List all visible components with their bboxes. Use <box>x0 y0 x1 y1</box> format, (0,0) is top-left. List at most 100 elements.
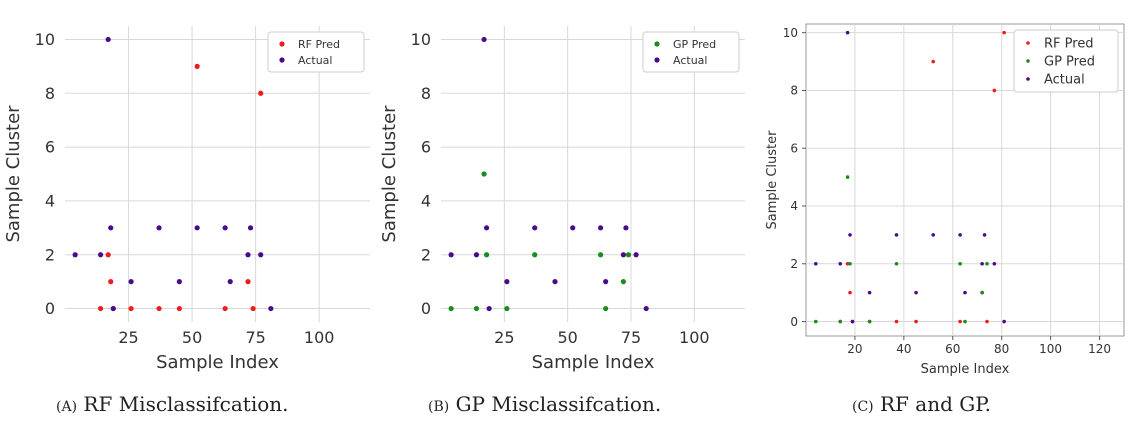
x-tick-label: 75 <box>245 328 265 347</box>
caption-c-text: RF and GP. <box>880 392 991 416</box>
legend-label: Actual <box>298 54 332 67</box>
actual-point <box>598 225 604 231</box>
rf-pred-point <box>156 305 162 312</box>
y-tick-label: 0 <box>421 299 431 318</box>
actual-point <box>97 252 104 258</box>
gp-pred-point <box>603 305 609 312</box>
y-tick-label: 6 <box>45 138 55 157</box>
actual-point <box>1002 319 1006 324</box>
actual-point <box>176 279 182 285</box>
caption-b: (B) GP Misclassifcation. <box>428 392 661 416</box>
x-tick-label: 100 <box>1039 342 1062 356</box>
actual-point <box>958 233 962 237</box>
gp-pred-point <box>845 175 850 179</box>
x-axis-label: Sample Index <box>921 362 1010 377</box>
legend-label: Actual <box>673 54 707 67</box>
y-tick-label: 2 <box>421 245 431 264</box>
y-tick-label: 4 <box>45 192 55 211</box>
gp-pred-point <box>848 261 852 266</box>
y-tick-label: 0 <box>45 299 55 318</box>
legend-box <box>1013 29 1119 93</box>
actual-point <box>623 225 629 231</box>
x-tick-label: 25 <box>494 328 514 347</box>
y-tick-label: 8 <box>421 84 431 103</box>
gp-pred-point <box>625 252 632 258</box>
actual-point <box>222 225 228 231</box>
x-tick-label: 60 <box>945 342 960 356</box>
rf-pred-point <box>985 319 989 324</box>
rf-pred-point <box>250 305 256 312</box>
gp-pred-point <box>985 261 989 266</box>
actual-point <box>570 225 576 231</box>
actual-point <box>245 252 251 258</box>
chart-1: 25 50 75 100 0 2 4 6 8 10 Sample Index Sample Clust… <box>3 26 370 373</box>
gp-pred-point <box>504 305 510 312</box>
rf-pred-point <box>176 305 182 312</box>
actual-point <box>963 290 967 295</box>
caption-a: (A) RF Misclassifcation. <box>56 392 289 416</box>
x-tick-label: 100 <box>679 328 710 347</box>
actual-point <box>850 319 855 324</box>
legend-label: RF Pred <box>298 38 340 51</box>
gp-pred-point <box>598 252 604 258</box>
actual-point <box>105 36 111 43</box>
rf-pred-point <box>894 319 899 324</box>
x-tick-label: 75 <box>621 328 641 347</box>
actual-point <box>268 305 274 312</box>
actual-point <box>258 252 264 258</box>
figure-canvas: 25 50 75 100 0 2 4 6 8 10 Sample Index Sample Clust… <box>3 23 1125 377</box>
actual-point <box>931 233 935 237</box>
gp-pred-point <box>867 319 872 324</box>
actual-point <box>603 279 609 285</box>
caption-a-tag: (A) <box>56 399 78 415</box>
actual-point <box>110 305 116 312</box>
y-tick-label: 2 <box>790 257 798 271</box>
legend-label: GP Pred <box>673 38 716 51</box>
actual-point <box>838 261 843 266</box>
rf-pred-point <box>108 279 114 285</box>
gp-pred-point <box>448 305 454 312</box>
legend-box <box>267 31 365 73</box>
caption-c-tag: (C) <box>852 399 874 415</box>
rf-pred-point <box>848 290 852 295</box>
x-tick-label: 50 <box>557 328 577 347</box>
legend-marker <box>654 41 660 47</box>
actual-point <box>980 261 984 266</box>
actual-point <box>848 233 852 237</box>
x-tick-label: 120 <box>1088 342 1111 356</box>
caption-b-text: GP Misclassifcation. <box>455 392 662 416</box>
actual-point <box>473 252 480 258</box>
actual-point <box>633 252 639 258</box>
x-tick-label: 50 <box>182 328 202 347</box>
actual-point <box>156 225 162 231</box>
actual-point <box>894 233 899 237</box>
gp-pred-point <box>894 261 899 266</box>
actual-point <box>484 225 490 231</box>
rf-pred-point <box>1002 30 1006 35</box>
actual-point <box>128 279 134 285</box>
legend-label: RF Pred <box>1044 37 1094 52</box>
caption-b-tag: (B) <box>428 399 450 415</box>
rf-pred-point <box>128 305 134 312</box>
legend-label: GP Pred <box>1044 55 1095 70</box>
y-tick-label: 6 <box>421 138 431 157</box>
y-tick-label: 4 <box>790 199 798 213</box>
y-tick-label: 8 <box>790 84 798 98</box>
gp-pred-point <box>980 290 984 295</box>
caption-a-text: RF Misclassifcation. <box>83 392 289 416</box>
legend-marker <box>1026 59 1030 63</box>
actual-point <box>982 233 987 237</box>
chart-3: 20 40 60 80 100 120 0 2 4 6 8 10 Sample Index Sample … <box>765 23 1125 377</box>
legend-marker <box>279 41 285 47</box>
y-tick-label: 10 <box>411 30 431 49</box>
y-axis-label: Sample Cluster <box>765 130 780 230</box>
legend-marker <box>654 57 660 63</box>
actual-point <box>867 290 872 295</box>
gp-pred-point <box>838 319 843 324</box>
actual-point <box>194 225 200 231</box>
actual-point <box>845 30 850 35</box>
x-axis-label: Sample Index <box>532 352 655 373</box>
rf-pred-point <box>992 88 997 93</box>
actual-point <box>552 279 558 285</box>
legend-marker <box>1026 41 1030 45</box>
